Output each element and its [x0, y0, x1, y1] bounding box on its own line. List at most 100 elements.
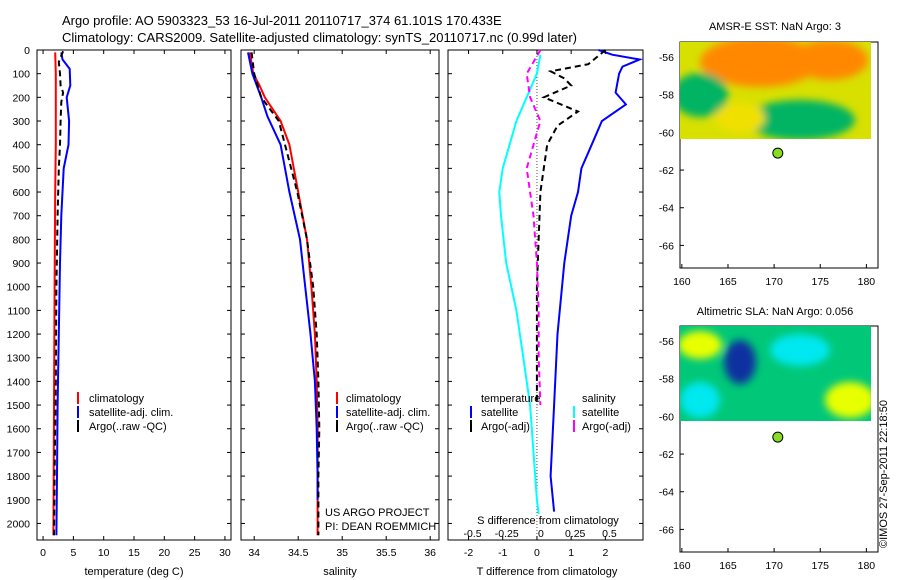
- map-x-tick-label: 165: [719, 276, 737, 288]
- x-tick-label: 1: [568, 547, 574, 559]
- sst-cool-patch-south: [745, 100, 855, 139]
- sla-mid-patch-sw: [680, 382, 720, 418]
- y-tick-label: 1300: [7, 353, 31, 365]
- axis-ticks: 0100200300400500600700800900100011001200…: [7, 45, 876, 572]
- y-tick-label: 300: [12, 116, 30, 128]
- map-y-tick-label: -62: [659, 449, 674, 461]
- profile-lines: [52, 49, 644, 540]
- y-tick-label: 1400: [7, 376, 31, 388]
- series-line-satellite: [549, 49, 644, 512]
- y-tick-label: 100: [12, 69, 30, 81]
- figure-title-line2: Climatology: CARS2009. Satellite-adjuste…: [62, 30, 577, 45]
- sst-cool-patch-west: [680, 73, 728, 117]
- x-tick-label: 35: [336, 547, 348, 559]
- sst-map-title: AMSR-E SST: NaN Argo: 3: [709, 21, 841, 33]
- map-x-tick-label: 180: [858, 560, 876, 572]
- map-x-tick-label: 165: [719, 560, 737, 572]
- s-tick-label: 0.25: [565, 528, 586, 540]
- series-line-argo-raw-qc: [53, 50, 65, 536]
- temperature-legend: climatology satellite-adj. clim. Argo(..…: [77, 392, 173, 433]
- s-tick-label: -0.5: [463, 528, 481, 540]
- legend-label-argo: Argo(..raw -QC): [89, 421, 167, 433]
- map-x-tick-label: 160: [673, 560, 691, 572]
- map-x-tick-label: 160: [673, 276, 691, 288]
- y-tick-label: 600: [12, 187, 30, 199]
- sst-warm-patch-east: [792, 42, 868, 80]
- y-tick-label: 1900: [7, 495, 31, 507]
- x-tick-label: 5: [70, 547, 76, 559]
- salinity-plot-frame: [240, 49, 440, 541]
- series-line-satellite-adj-clim: [55, 52, 72, 536]
- x-tick-label: 34: [248, 547, 260, 559]
- map-y-tick-label: -66: [659, 524, 674, 536]
- map-x-tick-label: 175: [811, 276, 829, 288]
- legend-group-temperature: temperature: [481, 393, 540, 405]
- x-tick-label: 25: [189, 547, 201, 559]
- legend-label-satellite: satellite-adj. clim.: [89, 407, 173, 419]
- map-y-tick-label: -56: [659, 336, 674, 348]
- figure-title-line1: Argo profile: AO 5903323_53 16-Jul-2011 …: [62, 13, 502, 28]
- s-tick-label: -0.25: [495, 528, 519, 540]
- temperature-axis-label: temperature (deg C): [84, 566, 183, 578]
- map-x-tick-label: 180: [858, 276, 876, 288]
- y-tick-label: 200: [12, 92, 30, 104]
- map-y-tick-label: -64: [659, 487, 674, 499]
- s-tick-label: 0: [538, 528, 544, 540]
- map-y-tick-label: -60: [659, 411, 674, 423]
- x-tick-label: 0: [534, 547, 540, 559]
- sla-map-title: Altimetric SLA: NaN Argo: 0.056: [697, 306, 854, 318]
- map-y-tick-label: -58: [659, 90, 674, 102]
- legend-label-climatology: climatology: [89, 393, 145, 405]
- x-tick-label: 15: [128, 547, 140, 559]
- y-tick-label: 1700: [7, 447, 31, 459]
- y-tick-label: 1200: [7, 329, 31, 341]
- y-tick-label: 500: [12, 163, 30, 175]
- y-tick-label: 700: [12, 211, 30, 223]
- y-tick-label: 0: [24, 45, 30, 57]
- x-tick-label: 35.5: [376, 547, 397, 559]
- y-tick-label: 1800: [7, 471, 31, 483]
- map-y-tick-label: -56: [659, 52, 674, 64]
- y-tick-label: 900: [12, 258, 30, 270]
- pi-annotation: PI: DEAN ROEMMICH: [325, 521, 436, 533]
- legend-label-t-satellite: satellite: [481, 407, 518, 419]
- legend-label-s-satellite: satellite: [582, 407, 619, 419]
- y-tick-label: 1000: [7, 282, 31, 294]
- series-line-satellite: [498, 54, 542, 515]
- map-y-tick-label: -66: [659, 240, 674, 252]
- x-tick-label: 30: [219, 547, 231, 559]
- sla-field: [680, 326, 871, 421]
- x-tick-label: 36: [424, 547, 436, 559]
- legend-label-s-argo: Argo(-adj): [582, 421, 631, 433]
- x-tick-label: 20: [158, 547, 170, 559]
- s-tick-label: 0.5: [602, 528, 617, 540]
- float-marker: [772, 431, 784, 443]
- legend-label-t-argo: Argo(-adj): [481, 421, 530, 433]
- legend-label-satellite: satellite-adj. clim.: [346, 407, 430, 419]
- difference-plot-frame: [447, 49, 644, 541]
- series-line-climatology: [52, 52, 57, 536]
- t-difference-axis-label: T difference from climatology: [477, 566, 618, 578]
- difference-legend: temperature salinity satellite Argo(-adj…: [470, 393, 631, 433]
- y-tick-label: 1600: [7, 424, 31, 436]
- sla-high-patch-se: [825, 382, 871, 418]
- s-difference-axis-label: S difference from climatology: [477, 515, 619, 527]
- legend-label-climatology: climatology: [346, 393, 402, 405]
- map-x-tick-label: 170: [765, 276, 783, 288]
- x-tick-label: -1: [498, 547, 507, 559]
- series-line-climatology: [248, 52, 319, 536]
- legend-label-argo: Argo(..raw -QC): [346, 421, 424, 433]
- series-line-satellite-adj-clim: [247, 52, 319, 500]
- map-x-tick-label: 175: [811, 560, 829, 572]
- salinity-legend: climatology satellite-adj. clim. Argo(..…: [336, 392, 430, 433]
- legend-group-salinity: salinity: [582, 393, 616, 405]
- map-y-tick-label: -60: [659, 127, 674, 139]
- temperature-plot-frame: [36, 49, 232, 541]
- x-tick-label: -2: [464, 547, 473, 559]
- sla-high-patch-nw: [680, 331, 722, 359]
- y-tick-label: 1500: [7, 400, 31, 412]
- series-line-argo-raw-qc: [250, 52, 321, 536]
- map-y-tick-label: -58: [659, 374, 674, 386]
- project-annotation: US ARGO PROJECT: [325, 507, 430, 519]
